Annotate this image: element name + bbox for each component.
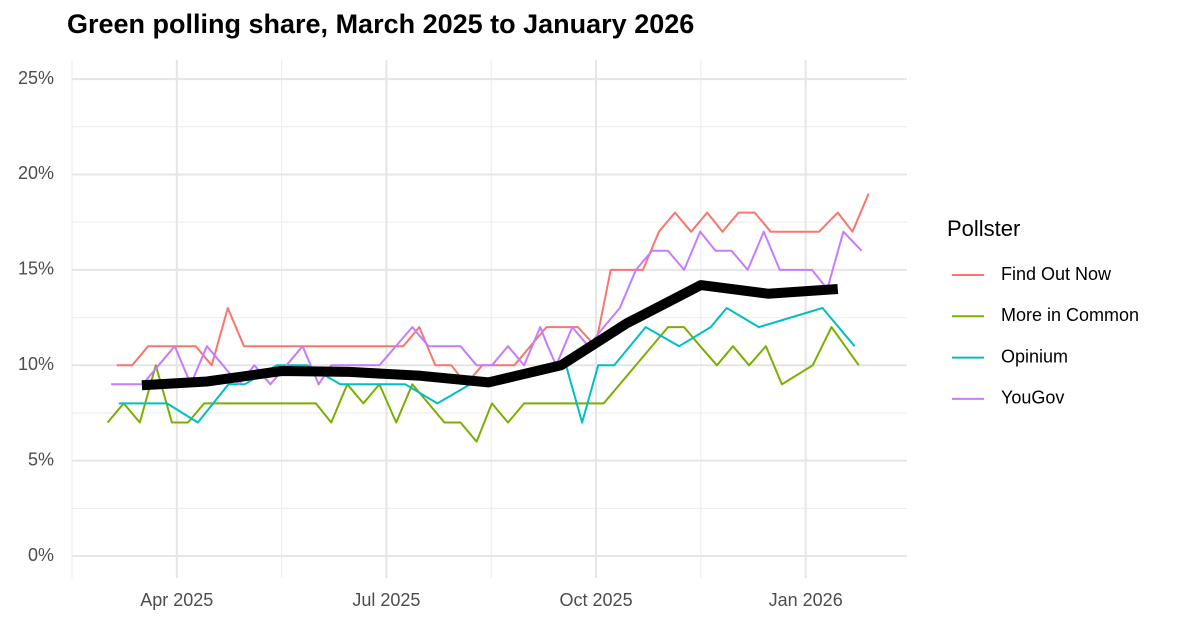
legend-label: YouGov: [1001, 388, 1064, 408]
y-tick-label: 0%: [28, 545, 54, 565]
legend-label: More in Common: [1001, 305, 1139, 325]
series-line: [118, 307, 856, 424]
x-tick-label: Oct 2025: [560, 590, 633, 610]
y-tick-label: 15%: [18, 259, 54, 279]
y-tick-label: 10%: [18, 354, 54, 374]
y-tick-label: 25%: [18, 68, 54, 88]
series-line: [106, 326, 860, 443]
x-tick-label: Apr 2025: [140, 590, 213, 610]
chart-title: Green polling share, March 2025 to Janua…: [67, 9, 694, 39]
x-tick-label: Jul 2025: [352, 590, 420, 610]
y-tick-label: 5%: [28, 449, 54, 469]
legend-label: Find Out Now: [1001, 264, 1112, 284]
series-line: [141, 280, 839, 391]
x-tick-label: Jan 2026: [769, 590, 843, 610]
y-tick-label: 20%: [18, 163, 54, 183]
legend-label: Opinium: [1001, 346, 1068, 366]
legend-title: Pollster: [947, 216, 1020, 241]
series-line: [111, 230, 863, 386]
